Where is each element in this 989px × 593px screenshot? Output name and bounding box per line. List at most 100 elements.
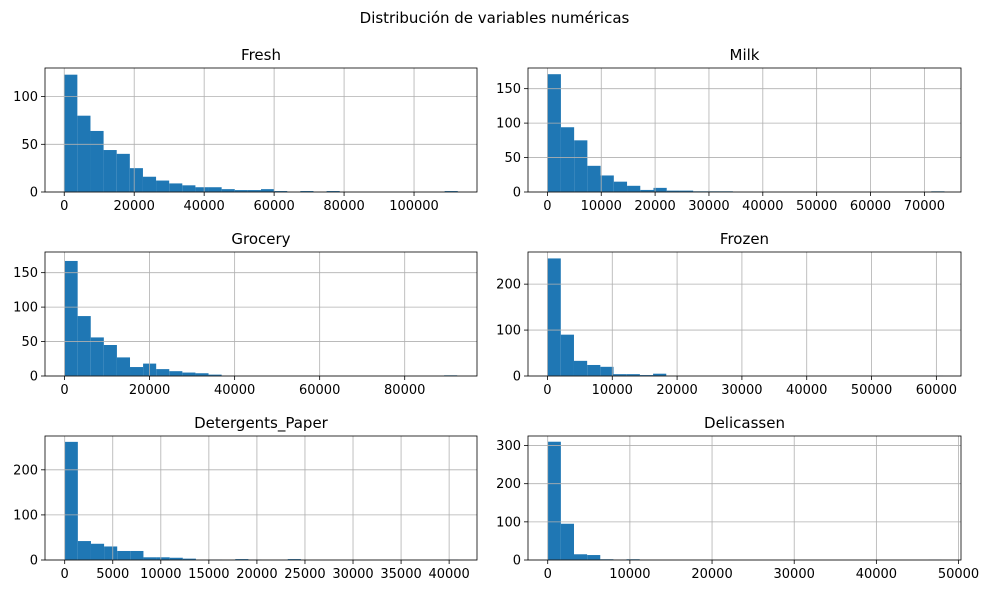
subplot-title-frozen: Frozen xyxy=(720,230,769,248)
y-tick-label: 100 xyxy=(496,117,521,132)
histogram-bar xyxy=(77,316,91,376)
histogram-bar xyxy=(600,175,614,192)
histogram-bar xyxy=(679,190,694,192)
histogram-bar xyxy=(274,191,288,192)
histogram-bar xyxy=(639,375,654,376)
histogram-bar xyxy=(208,187,222,192)
x-tick-label: 35000 xyxy=(380,567,421,582)
subplot-detergents-paper: Detergents_Paper 0 5000 10000 15000 20000 2500… xyxy=(13,414,478,582)
axes-frame-fresh xyxy=(44,67,478,193)
histogram-bar xyxy=(117,550,131,560)
x-tick-label: 20000 xyxy=(656,383,697,398)
histogram-bar xyxy=(156,557,170,560)
histogram-bar xyxy=(77,541,91,560)
y-tick-label: 150 xyxy=(496,82,521,97)
histogram-bar xyxy=(116,357,131,376)
histogram-bar xyxy=(142,176,157,192)
subplot-milk: Milk 0 10000 20000 30000 40000 50000 60000 70000… xyxy=(496,46,962,214)
x-tick-label: 10000 xyxy=(140,567,181,582)
subplot-fresh: Fresh 0 20000 40000 60000 80000 100000 0 50 100 xyxy=(13,46,478,214)
x-tick-label: 5000 xyxy=(96,567,129,582)
x-tick-label: 15000 xyxy=(188,567,229,582)
histogram-bar xyxy=(444,191,458,192)
y-tick-label: 0 xyxy=(513,554,521,569)
x-tick-label: 40000 xyxy=(428,567,469,582)
x-tick-label: 0 xyxy=(61,567,69,582)
histogram-bar xyxy=(169,183,183,192)
x-axis-frozen: 0 10000 20000 30000 40000 50000 60000 xyxy=(543,376,957,398)
axes-frame-delicassen xyxy=(527,435,962,561)
histogram-bar xyxy=(64,74,78,192)
histogram-bar xyxy=(103,345,117,376)
x-tick-label: 30000 xyxy=(332,567,373,582)
grid-frozen xyxy=(528,252,961,377)
histogram-bar xyxy=(130,550,144,560)
histogram-bar xyxy=(560,334,574,376)
histogram-bar xyxy=(560,523,575,560)
y-tick-label: 0 xyxy=(30,370,38,385)
y-tick-label: 100 xyxy=(13,90,38,105)
x-tick-label: 0 xyxy=(543,383,551,398)
x-tick-label: 10000 xyxy=(609,567,650,582)
y-axis-fresh: 0 50 100 xyxy=(13,90,45,201)
axes-frame-detergents-paper xyxy=(44,435,478,561)
y-tick-label: 0 xyxy=(30,554,38,569)
x-tick-label: 10000 xyxy=(581,199,622,214)
y-tick-label: 100 xyxy=(13,508,38,523)
histogram-bar xyxy=(640,189,654,192)
y-axis-frozen: 0 100 200 xyxy=(496,278,528,385)
x-tick-label: 25000 xyxy=(284,567,325,582)
histogram-bar xyxy=(130,367,144,376)
histogram-bar xyxy=(587,165,601,192)
histogram-bar xyxy=(182,558,196,560)
histogram-bar xyxy=(573,360,588,376)
histogram-bar xyxy=(208,374,222,376)
y-tick-label: 100 xyxy=(13,301,38,316)
x-tick-label: 80000 xyxy=(384,383,425,398)
histogram-bar xyxy=(116,153,130,192)
x-tick-label: 80000 xyxy=(323,199,364,214)
histogram-bar xyxy=(221,189,235,192)
x-tick-label: 20000 xyxy=(129,383,170,398)
histogram-bar xyxy=(235,559,249,560)
x-axis-grocery: 0 20000 40000 60000 80000 xyxy=(60,376,425,398)
x-tick-label: 60000 xyxy=(850,199,891,214)
y-tick-label: 0 xyxy=(30,186,38,201)
x-tick-label: 30000 xyxy=(688,199,729,214)
histogram-bar xyxy=(261,189,275,192)
x-tick-label: 60000 xyxy=(253,199,294,214)
x-tick-label: 30000 xyxy=(774,567,815,582)
histogram-bar xyxy=(653,187,667,192)
grid-delicassen xyxy=(528,436,961,561)
histogram-bar xyxy=(627,185,641,192)
axes-frame-milk xyxy=(527,67,962,193)
x-tick-label: 40000 xyxy=(786,383,827,398)
subplot-delicassen: Delicassen 0 10000 20000 30000 40000 50000 0 100… xyxy=(496,414,979,582)
x-tick-label: 70000 xyxy=(904,199,945,214)
histogram-bar xyxy=(90,337,104,376)
x-tick-label: 40000 xyxy=(742,199,783,214)
bars-milk xyxy=(547,74,945,192)
histogram-bar xyxy=(574,554,588,560)
y-tick-label: 0 xyxy=(513,370,521,385)
axes-frame-frozen xyxy=(527,251,962,377)
histogram-bar xyxy=(560,127,575,192)
histogram-bar xyxy=(90,543,105,560)
x-tick-label: 40000 xyxy=(214,383,255,398)
histogram-bar xyxy=(326,191,340,192)
y-tick-label: 150 xyxy=(13,266,38,281)
x-tick-label: 30000 xyxy=(721,383,762,398)
x-tick-label: 40000 xyxy=(183,199,224,214)
histogram-bar xyxy=(247,190,261,192)
y-tick-label: 200 xyxy=(496,477,521,492)
histogram-bar xyxy=(143,557,157,560)
bars-frozen xyxy=(547,258,944,376)
y-tick-label: 100 xyxy=(496,324,521,339)
subplot-title-grocery: Grocery xyxy=(231,230,290,248)
histogram-bar xyxy=(77,115,91,192)
x-axis-milk: 0 10000 20000 30000 40000 50000 60000 70000 xyxy=(543,192,945,214)
histogram-bar xyxy=(666,190,680,192)
histogram-bar xyxy=(574,140,588,192)
